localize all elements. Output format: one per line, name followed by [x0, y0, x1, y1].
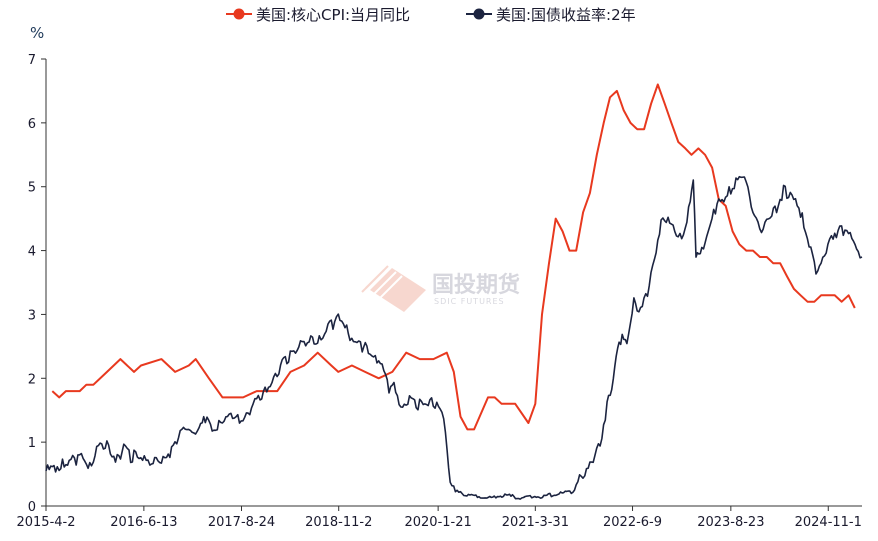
legend-item-treasury-2y: 美国:国债收益率:2年 [466, 6, 636, 24]
legend-marker-treasury-2y [473, 8, 485, 20]
y-tick-label: 0 [28, 500, 36, 515]
x-tick-label: 2016-6-13 [110, 515, 177, 530]
legend-label-treasury-2y: 美国:国债收益率:2年 [496, 6, 636, 24]
series-line-core-cpi [51, 83, 856, 431]
watermark-subtitle: SDIC FUTURES [434, 297, 505, 306]
x-tick-label: 2021-3-31 [502, 515, 569, 530]
legend-label-core-cpi: 美国:核心CPI:当月同比 [256, 6, 410, 24]
legend-marker-core-cpi [233, 8, 245, 20]
y-tick-label: 1 [28, 436, 36, 451]
x-tick-label: 2024-11-1 [795, 515, 862, 530]
x-tick-label: 2015-4-2 [16, 515, 75, 530]
x-tick-label: 2017-8-24 [208, 515, 275, 530]
x-tick-label: 2022-6-9 [603, 515, 662, 530]
watermark: 国投期货 SDIC FUTURES [361, 265, 520, 312]
y-tick-label: 4 [28, 245, 36, 260]
y-tick-label: 7 [28, 53, 36, 68]
legend-item-core-cpi: 美国:核心CPI:当月同比 [226, 6, 410, 24]
series-layer [45, 83, 863, 500]
legend: 美国:核心CPI:当月同比 美国:国债收益率:2年 [226, 6, 636, 24]
series-line-treasury-2y [45, 175, 863, 500]
x-tick-label: 2020-1-21 [404, 515, 471, 530]
y-tick-label: 2 [28, 372, 36, 387]
watermark-logo-icon [361, 265, 426, 312]
watermark-title: 国投期货 [432, 272, 520, 298]
y-axis-ticks: 0 1 2 3 4 5 6 7 [28, 53, 46, 515]
x-tick-label: 2023-8-23 [697, 515, 764, 530]
x-axis-ticks: 2015-4-2 2016-6-13 2017-8-24 2018-11-2 2020-… [16, 506, 862, 530]
y-tick-label: 3 [28, 308, 36, 323]
x-tick-label: 2018-11-2 [305, 515, 372, 530]
y-axis-unit-label: % [30, 24, 44, 42]
y-tick-label: 6 [28, 117, 36, 132]
y-tick-label: 5 [28, 181, 36, 196]
